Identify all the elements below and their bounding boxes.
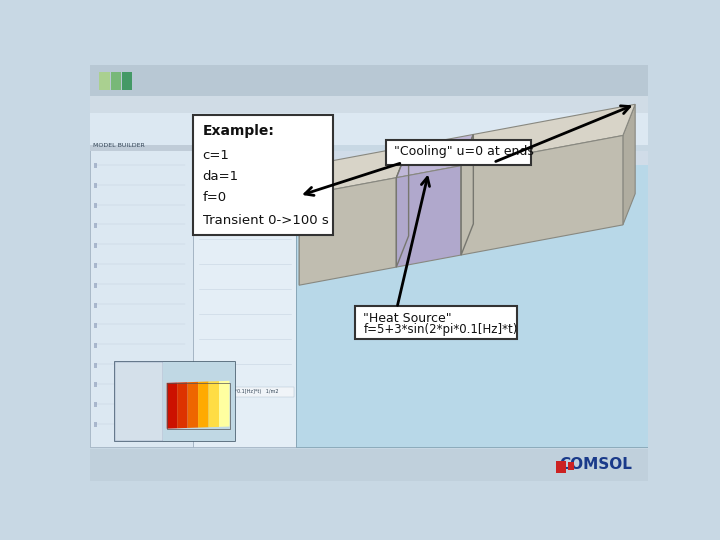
FancyBboxPatch shape — [297, 148, 648, 447]
FancyBboxPatch shape — [115, 362, 163, 441]
FancyBboxPatch shape — [297, 151, 648, 165]
FancyBboxPatch shape — [193, 148, 297, 447]
Text: COMSOL: COMSOL — [559, 457, 632, 472]
Text: Example:: Example: — [203, 124, 274, 138]
FancyBboxPatch shape — [94, 302, 97, 308]
Polygon shape — [461, 136, 623, 255]
FancyBboxPatch shape — [111, 72, 121, 90]
Text: da=1: da=1 — [203, 170, 239, 183]
Polygon shape — [300, 178, 396, 285]
Text: MODEL BUILDER: MODEL BUILDER — [93, 143, 145, 148]
FancyBboxPatch shape — [94, 382, 97, 388]
FancyBboxPatch shape — [94, 342, 97, 348]
FancyBboxPatch shape — [94, 203, 97, 208]
FancyBboxPatch shape — [90, 145, 193, 151]
FancyBboxPatch shape — [99, 72, 109, 90]
FancyBboxPatch shape — [94, 402, 97, 407]
Text: c=1: c=1 — [203, 149, 230, 162]
FancyBboxPatch shape — [90, 65, 648, 481]
FancyBboxPatch shape — [90, 148, 193, 447]
FancyBboxPatch shape — [94, 362, 97, 368]
Text: "Heat Source": "Heat Source" — [364, 312, 452, 325]
Polygon shape — [623, 104, 635, 225]
FancyBboxPatch shape — [90, 96, 648, 113]
FancyBboxPatch shape — [193, 145, 297, 151]
Text: SOURCE: SOURCE — [196, 143, 222, 148]
FancyBboxPatch shape — [115, 362, 235, 441]
FancyBboxPatch shape — [94, 422, 97, 427]
Polygon shape — [396, 166, 461, 267]
Polygon shape — [219, 381, 230, 427]
Text: f=0: f=0 — [203, 191, 227, 204]
FancyBboxPatch shape — [297, 145, 648, 151]
FancyBboxPatch shape — [94, 223, 97, 228]
FancyBboxPatch shape — [355, 306, 517, 339]
Text: "Cooling" u=0 at ends: "Cooling" u=0 at ends — [394, 145, 534, 158]
FancyBboxPatch shape — [94, 282, 97, 288]
Polygon shape — [188, 382, 198, 428]
FancyBboxPatch shape — [556, 461, 566, 473]
FancyBboxPatch shape — [115, 362, 235, 370]
Polygon shape — [177, 382, 188, 428]
FancyBboxPatch shape — [122, 72, 132, 90]
FancyBboxPatch shape — [94, 322, 97, 328]
FancyBboxPatch shape — [94, 243, 97, 248]
Polygon shape — [167, 382, 177, 429]
FancyBboxPatch shape — [567, 462, 575, 470]
FancyBboxPatch shape — [90, 113, 648, 148]
FancyBboxPatch shape — [193, 114, 333, 235]
Polygon shape — [300, 165, 312, 285]
FancyBboxPatch shape — [195, 387, 294, 397]
Text: f=5+3*sin(2*pi*0.1[Hz]*t): f=5+3*sin(2*pi*0.1[Hz]*t) — [364, 322, 518, 335]
Polygon shape — [198, 381, 209, 428]
FancyBboxPatch shape — [94, 263, 97, 268]
Text: = 5+3*sin(2*pi*0.1[Hz]*t)   1/m2: = 5+3*sin(2*pi*0.1[Hz]*t) 1/m2 — [197, 389, 279, 394]
Polygon shape — [209, 381, 219, 427]
Polygon shape — [300, 146, 409, 196]
FancyBboxPatch shape — [90, 449, 648, 481]
Polygon shape — [461, 104, 635, 166]
FancyBboxPatch shape — [386, 140, 531, 165]
Polygon shape — [396, 134, 473, 178]
FancyBboxPatch shape — [163, 362, 235, 441]
Text: Transient 0->100 s: Transient 0->100 s — [203, 214, 328, 227]
FancyBboxPatch shape — [94, 163, 97, 168]
FancyBboxPatch shape — [90, 65, 648, 96]
FancyBboxPatch shape — [94, 183, 97, 188]
